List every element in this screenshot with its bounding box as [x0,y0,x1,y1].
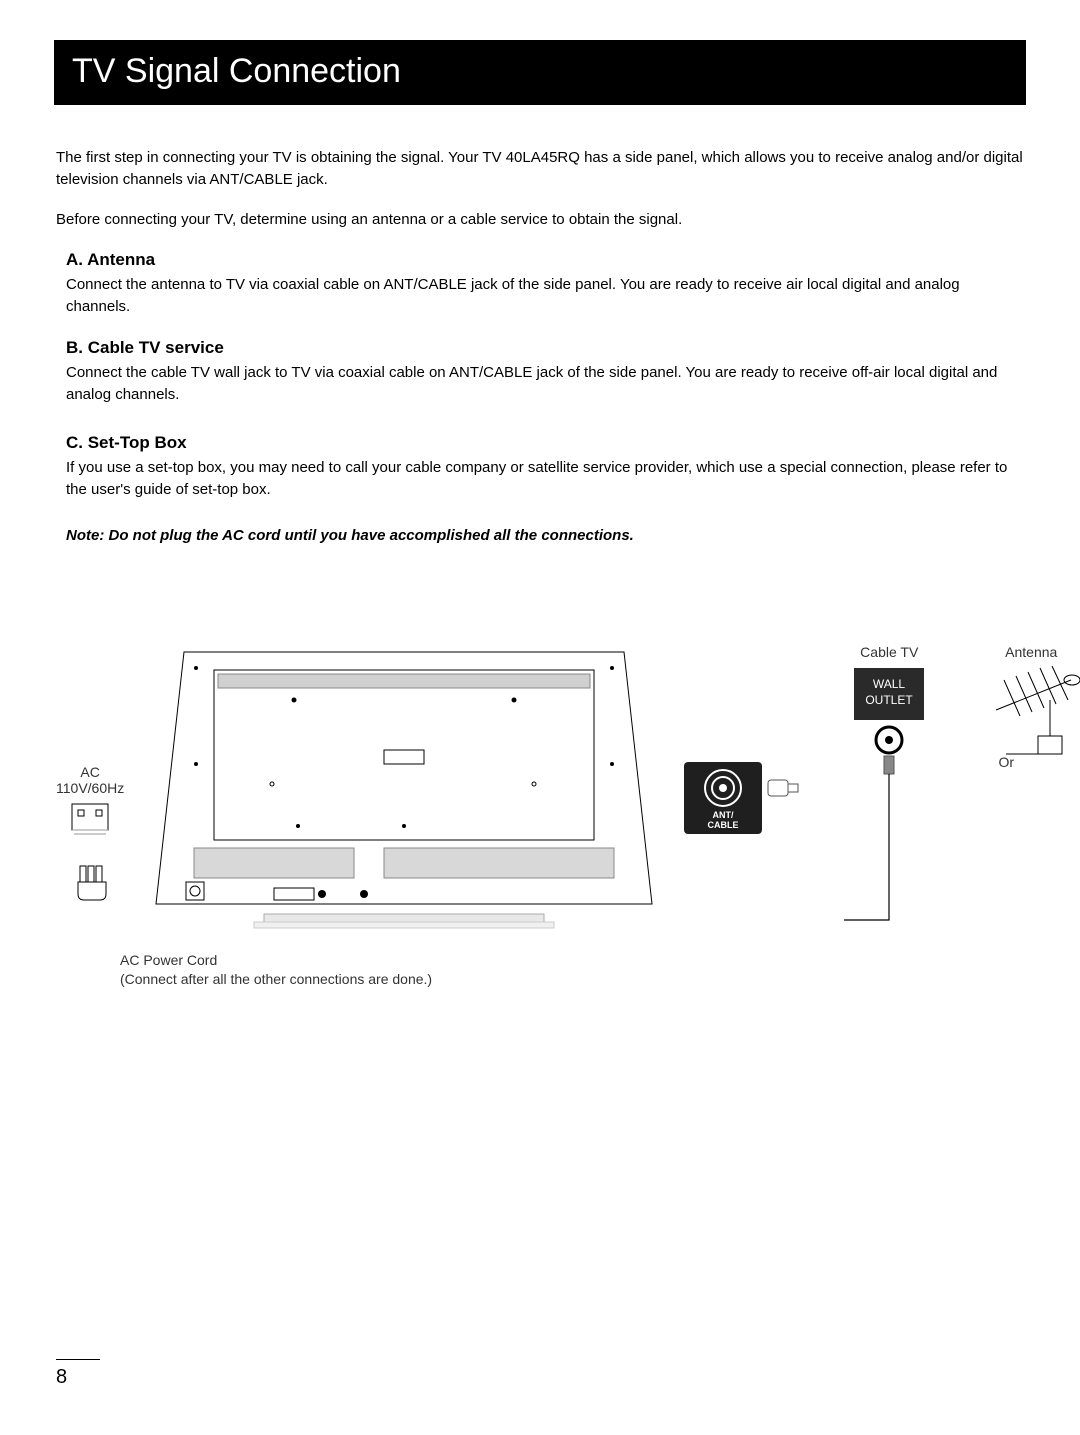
antenna-column: Antenna Or [976,644,1080,770]
section-a-title: A. Antenna [66,250,1024,270]
wall-line1: WALL [873,677,906,691]
antenna-icon [976,660,1080,760]
ant-cable-jack: ANT/ CABLE [684,762,804,845]
intro-p2: Before connecting your TV, determine usi… [56,209,1024,231]
section-b: B. Cable TV service Connect the cable TV… [66,338,1024,406]
section-b-body: Connect the cable TV wall jack to TV via… [66,362,1024,406]
footer-rule [56,1359,100,1360]
ac-label-line2: 110V/60Hz [56,780,124,796]
diagram-caption: AC Power Cord (Connect after all the oth… [120,951,1024,989]
section-b-title: B. Cable TV service [66,338,1024,358]
section-a-body: Connect the antenna to TV via coaxial ca… [66,274,1024,318]
ac-column: AC 110V/60Hz [56,764,124,906]
wall-outlet-icon: WALL OUTLET [844,660,934,930]
section-c-body: If you use a set-top box, you may need t… [66,457,1024,501]
antenna-label: Antenna [1005,644,1057,660]
cable-tv-label: Cable TV [860,644,918,660]
cable-tv-column: Cable TV WALL OUTLET [844,644,934,930]
note-text: Note: Do not plug the AC cord until you … [66,527,1024,544]
or-label: Or [998,754,1014,770]
caption-line1: AC Power Cord [120,952,217,968]
tv-schematic [154,644,654,939]
wall-socket-plug-icon [60,796,120,906]
wall-line2: OUTLET [866,693,914,707]
intro-p1: The first step in connecting your TV is … [56,147,1024,191]
page-number: 8 [56,1366,100,1389]
content-area: The first step in connecting your TV is … [56,147,1024,989]
source-options: Cable TV WALL OUTLET Antenna [844,644,1080,930]
banner-title: TV Signal Connection [72,52,401,90]
ant-label-2: CABLE [708,820,739,830]
caption-line2: (Connect after all the other connections… [120,971,432,987]
tv-svg-icon [154,644,654,939]
section-c: C. Set-Top Box If you use a set-top box,… [66,433,1024,501]
section-a: A. Antenna Connect the antenna to TV via… [66,250,1024,318]
ant-label-1: ANT/ [713,810,734,820]
connection-diagram: AC 110V/60Hz [56,644,1024,939]
coax-jack-icon: ANT/ CABLE [684,762,804,840]
section-c-title: C. Set-Top Box [66,433,1024,453]
page-footer: 8 [56,1359,100,1389]
ac-label-line1: AC [80,764,99,780]
page-banner: TV Signal Connection [54,40,1026,105]
ac-label: AC 110V/60Hz [56,764,124,796]
